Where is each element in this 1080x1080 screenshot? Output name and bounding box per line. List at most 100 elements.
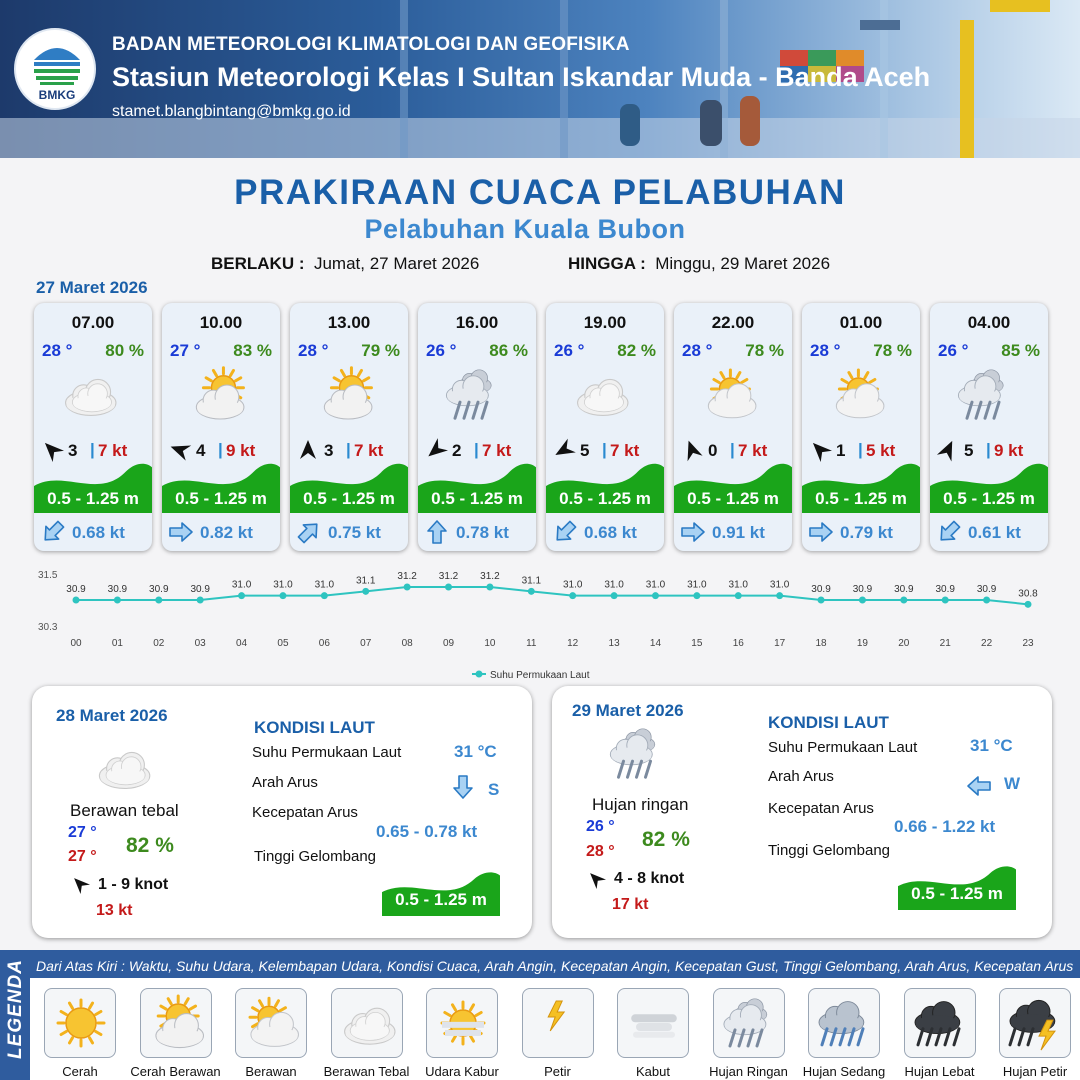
data-point (776, 592, 784, 600)
y-tick-label: 30.3 (38, 622, 58, 633)
gust-speed: 13 kt (96, 902, 133, 919)
validity-to-label: HINGGA : (568, 254, 646, 273)
x-tick-label: 12 (567, 638, 579, 649)
data-label: 31.0 (315, 580, 335, 591)
legend-item-cerah-berawan (139, 988, 212, 1058)
sea-condition-title: KONDISI LAUT (254, 718, 375, 737)
data-point (817, 596, 825, 604)
forecast-time: 04.00 (967, 313, 1011, 332)
wave-icon (546, 461, 664, 513)
berawan-tebal-icon (92, 738, 162, 803)
data-point (941, 596, 949, 604)
forecast-time: 16.00 (455, 313, 499, 332)
x-tick-label: 20 (898, 638, 910, 649)
wave-icon (162, 461, 280, 513)
wave-icon (34, 461, 152, 513)
current-row: 0.79 kt (802, 513, 920, 551)
legend-label: Hujan Petir (1002, 1064, 1068, 1079)
arrow-southwest-icon (936, 519, 962, 545)
data-point (569, 592, 577, 600)
forecast-time: 01.00 (839, 313, 883, 332)
current-speed-value: 0.65 - 0.78 kt (376, 822, 478, 841)
x-tick-label: 07 (360, 638, 372, 649)
data-point (651, 592, 659, 600)
forecast-card: 01.00 28 ° 78 % 1 | 5 kt 0.5 - 1.25 m 0.… (802, 303, 920, 551)
x-tick-label: 11 (526, 638, 537, 649)
legend-item-hujan-ringan (712, 988, 785, 1058)
legend-marker (475, 670, 483, 678)
gust-speed: 9 kt (226, 441, 256, 460)
forecast-humidity: 83 % (233, 341, 272, 360)
wind-direction-icon (552, 438, 576, 462)
legend-description: Dari Atas Kiri : Waktu, Suhu Udara, Kele… (36, 958, 1074, 974)
current-speed-label: Kecepatan Arus (768, 800, 874, 817)
wind-speed: 0 (708, 441, 718, 460)
separator: | (474, 440, 479, 459)
forecast-temp: 27 ° (170, 341, 201, 360)
arrow-north-icon (424, 519, 450, 545)
sea-condition-title: KONDISI LAUT (768, 713, 889, 732)
legend-item-hujan-sedang (808, 988, 880, 1058)
legend-label: Kabut (636, 1064, 670, 1079)
port-name: Pelabuhan Kuala Bubon (364, 214, 686, 244)
separator: | (858, 440, 863, 459)
wave-icon: 0.5 - 1.25 m (382, 870, 500, 916)
wave-icon (418, 461, 536, 513)
forecast-card: 07.00 28 ° 80 % 3 | 7 kt 0.5 - 1.25 m 0.… (34, 303, 152, 551)
x-tick-label: 04 (236, 638, 248, 649)
logo-text: BMKG (38, 88, 76, 102)
forecast-temp: 26 ° (938, 341, 969, 360)
y-tick-label: 31.5 (38, 570, 58, 581)
legend-label: Cerah Berawan (130, 1064, 221, 1079)
data-point (527, 587, 535, 595)
separator: | (346, 440, 351, 459)
arrow-west-icon (966, 773, 992, 799)
data-label: 31.0 (604, 580, 624, 591)
legend-item-berawan (235, 988, 307, 1058)
berawan-tebal-icon (58, 365, 130, 425)
wind-direction-icon (808, 438, 833, 463)
wave-height: 0.5 - 1.25 m (559, 489, 651, 508)
wave-height: 0.5 - 1.25 m (303, 489, 395, 508)
forecast-temp: 28 ° (42, 341, 73, 360)
sst-label: Suhu Permukaan Laut (252, 744, 402, 761)
x-tick-label: 14 (650, 638, 662, 649)
data-point (196, 596, 204, 604)
forecast-humidity: 79 % (361, 341, 400, 360)
current-speed: 0.91 kt (712, 523, 765, 542)
data-label: 30.9 (853, 584, 873, 595)
separator: | (730, 440, 735, 459)
forecast-humidity: 78 % (745, 341, 784, 360)
gust-speed: 7 kt (738, 441, 768, 460)
current-speed: 0.79 kt (840, 523, 893, 542)
data-label: 31.1 (356, 575, 376, 586)
sst-value: 31 °C (454, 742, 497, 761)
wind-speed: 2 (452, 441, 462, 460)
forecast-time: 22.00 (711, 313, 755, 332)
current-direction-label: Arah Arus (768, 768, 834, 785)
wave-height: 0.5 - 1.25 m (687, 489, 779, 508)
x-tick-label: 23 (1022, 638, 1034, 649)
berawan-icon (698, 365, 770, 425)
legend-label: Petir (544, 1064, 571, 1079)
data-label: 30.8 (1018, 588, 1038, 599)
data-point (1024, 600, 1032, 608)
data-point (734, 592, 742, 600)
data-label: 31.2 (480, 571, 500, 582)
arrow-south-icon (450, 774, 476, 800)
data-label: 30.9 (108, 584, 128, 595)
forecast-humidity: 82 % (617, 341, 656, 360)
wave-height: 0.5 - 1.25 m (175, 489, 267, 508)
wind-direction-icon (40, 438, 65, 463)
legend-items: Cerah Cerah Berawan Berawan Berawan Teba… (30, 978, 1080, 1080)
station-email[interactable]: stamet.blangbintang@bmkg.go.id (112, 103, 351, 120)
data-point (362, 587, 370, 595)
hujan-ringan-icon (442, 365, 514, 425)
wind-speed: 4 (196, 441, 206, 460)
legend-label: Udara Kabur (425, 1064, 499, 1079)
wind-speed: 5 (580, 441, 590, 460)
temp-max: 28 ° (586, 843, 615, 860)
legend-label: Berawan (245, 1064, 297, 1079)
x-tick-label: 15 (691, 638, 703, 649)
data-label: 30.9 (894, 584, 914, 595)
